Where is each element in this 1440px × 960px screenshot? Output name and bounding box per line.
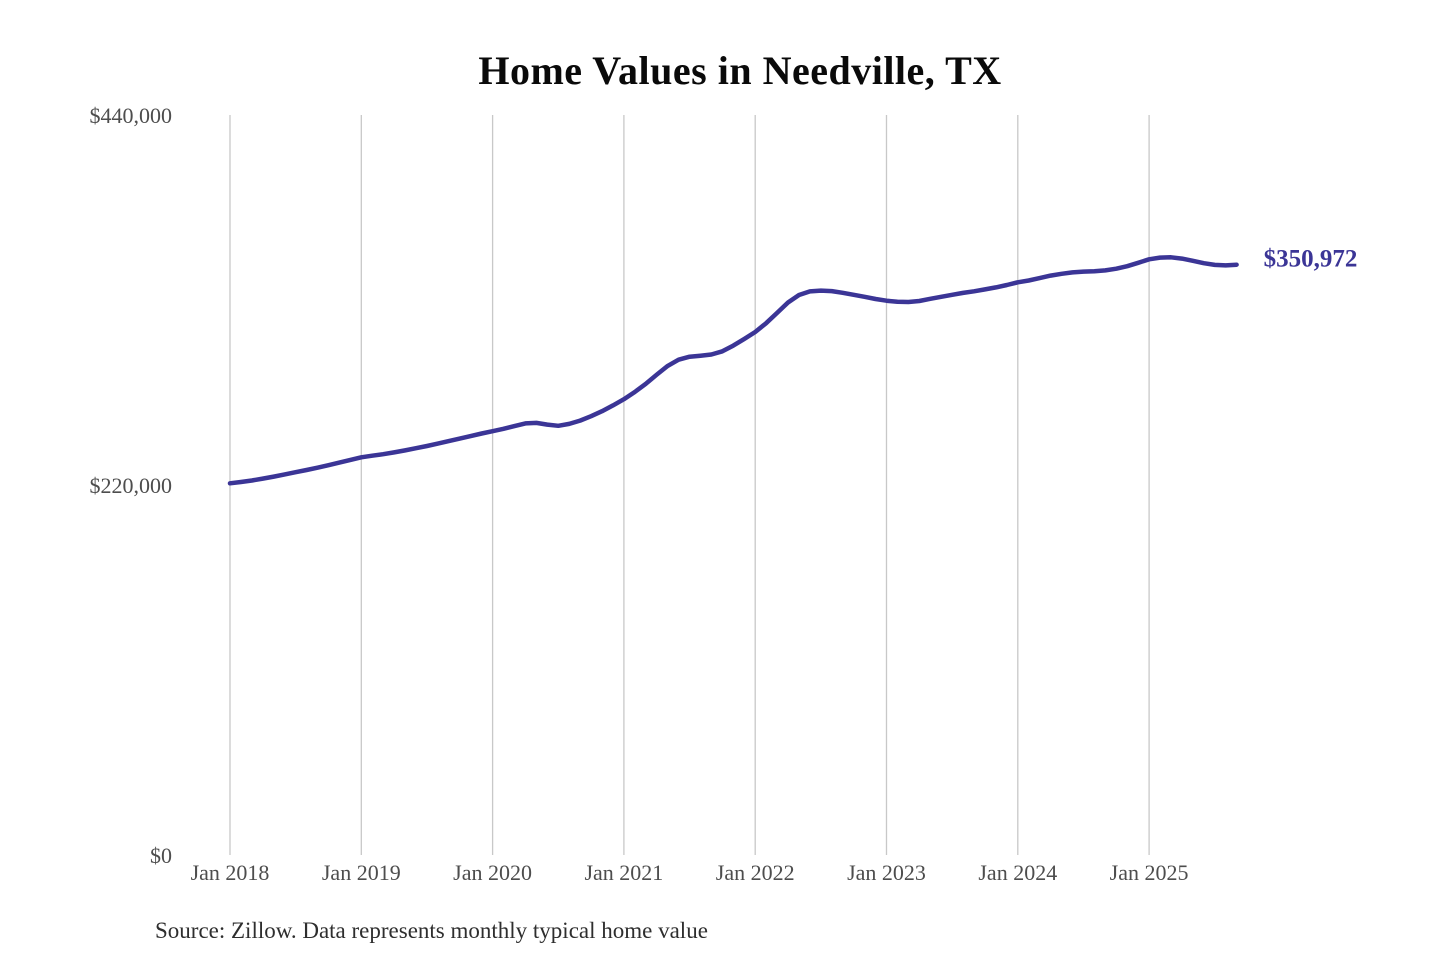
y-axis-tick-labels: $0 $220,000 $440,000 xyxy=(90,103,173,868)
y-tick-label: $0 xyxy=(150,843,172,868)
home-value-line-series xyxy=(227,255,1239,486)
y-tick-label: $440,000 xyxy=(90,103,173,128)
chart-title: Home Values in Needville, TX xyxy=(478,48,1001,93)
source-note: Source: Zillow. Data represents monthly … xyxy=(155,918,708,943)
x-tick-label: Jan 2018 xyxy=(191,860,270,885)
vertical-gridlines xyxy=(229,115,1150,855)
x-tick-label: Jan 2019 xyxy=(322,860,401,885)
y-tick-label: $220,000 xyxy=(90,473,173,498)
x-tick-label: Jan 2021 xyxy=(584,860,663,885)
x-tick-label: Jan 2023 xyxy=(847,860,926,885)
x-axis-tick-labels: Jan 2018 Jan 2019 Jan 2020 Jan 2021 Jan 2022… xyxy=(191,860,1189,885)
x-tick-label: Jan 2025 xyxy=(1110,860,1189,885)
current-value-label: $350,972 xyxy=(1264,246,1358,273)
x-tick-label: Jan 2024 xyxy=(978,860,1057,885)
x-tick-label: Jan 2020 xyxy=(453,860,532,885)
x-tick-label: Jan 2022 xyxy=(716,860,795,885)
